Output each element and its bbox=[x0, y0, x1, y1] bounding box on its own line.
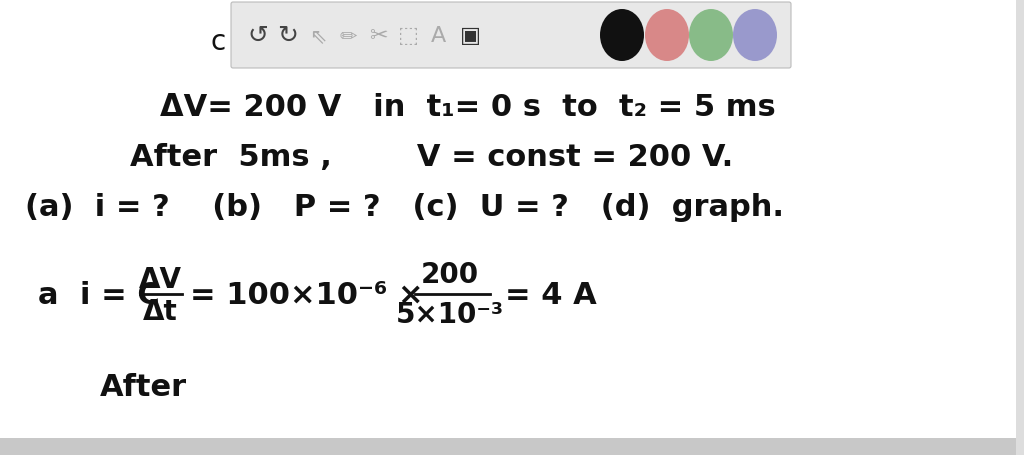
Ellipse shape bbox=[600, 10, 644, 62]
Text: ✂: ✂ bbox=[369, 26, 387, 46]
Text: After: After bbox=[100, 373, 187, 402]
Text: (a)  i = ?    (b)   P = ?   (c)  U = ?   (d)  graph.: (a) i = ? (b) P = ? (c) U = ? (d) graph. bbox=[25, 192, 784, 221]
Text: i = C: i = C bbox=[80, 280, 160, 309]
Text: = 100×10⁻⁶ ×: = 100×10⁻⁶ × bbox=[190, 280, 424, 309]
Ellipse shape bbox=[645, 10, 689, 62]
FancyBboxPatch shape bbox=[231, 3, 791, 69]
Text: ⬚: ⬚ bbox=[397, 26, 419, 46]
Text: a: a bbox=[38, 280, 58, 309]
Bar bbox=[1016, 0, 1024, 455]
Text: A: A bbox=[430, 26, 445, 46]
Text: c: c bbox=[210, 28, 225, 56]
Text: ↻: ↻ bbox=[278, 24, 299, 48]
Text: ΔV: ΔV bbox=[138, 265, 181, 293]
Text: = 4 A: = 4 A bbox=[505, 280, 597, 309]
Bar bbox=[0, 438, 1024, 455]
Text: ✏: ✏ bbox=[339, 26, 356, 46]
Text: ↺: ↺ bbox=[248, 24, 268, 48]
Ellipse shape bbox=[733, 10, 777, 62]
Ellipse shape bbox=[689, 10, 733, 62]
Text: ⇖: ⇖ bbox=[309, 26, 327, 46]
Text: 200: 200 bbox=[421, 260, 479, 288]
Text: After  5ms ,        V = const = 200 V.: After 5ms , V = const = 200 V. bbox=[130, 142, 733, 171]
Text: ▣: ▣ bbox=[460, 26, 480, 46]
Text: ΔV= 200 V   in  t₁= 0 s  to  t₂ = 5 ms: ΔV= 200 V in t₁= 0 s to t₂ = 5 ms bbox=[160, 93, 776, 122]
Text: Δt: Δt bbox=[142, 298, 177, 325]
Text: 5×10⁻³: 5×10⁻³ bbox=[396, 300, 504, 328]
